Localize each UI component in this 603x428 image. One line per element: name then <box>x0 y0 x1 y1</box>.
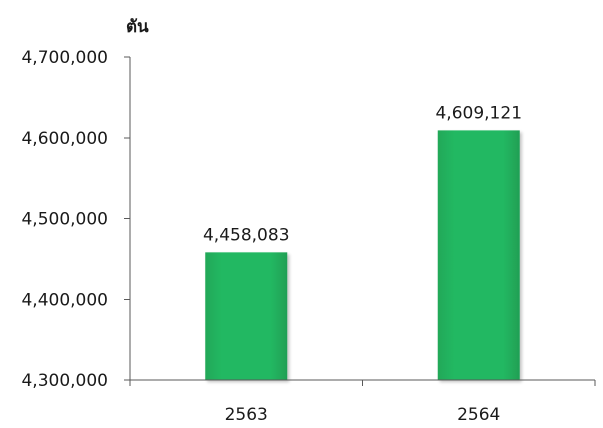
y-tick-label: 4,400,000 <box>21 290 108 310</box>
bar-value-label: 4,609,121 <box>435 103 522 123</box>
bars: 4,458,083 4,609,121 <box>203 103 522 380</box>
y-tick-label: 4,500,000 <box>21 210 108 230</box>
bar-2564 <box>437 130 520 380</box>
bar-value-label: 4,458,083 <box>203 225 290 245</box>
y-tick-label: 4,300,000 <box>21 371 108 391</box>
y-axis-unit-label: ตัน <box>126 17 149 37</box>
x-axis-ticks: 2563 2564 <box>129 380 596 425</box>
y-tick-label: 4,600,000 <box>21 129 108 149</box>
y-tick-label: 4,700,000 <box>21 48 108 68</box>
bar-2563 <box>205 252 288 380</box>
x-tick-label: 2563 <box>225 405 268 425</box>
x-tick-label: 2564 <box>457 405 500 425</box>
y-axis-ticks: 4,300,000 4,400,000 4,500,000 4,600,000 4,70… <box>21 48 130 391</box>
